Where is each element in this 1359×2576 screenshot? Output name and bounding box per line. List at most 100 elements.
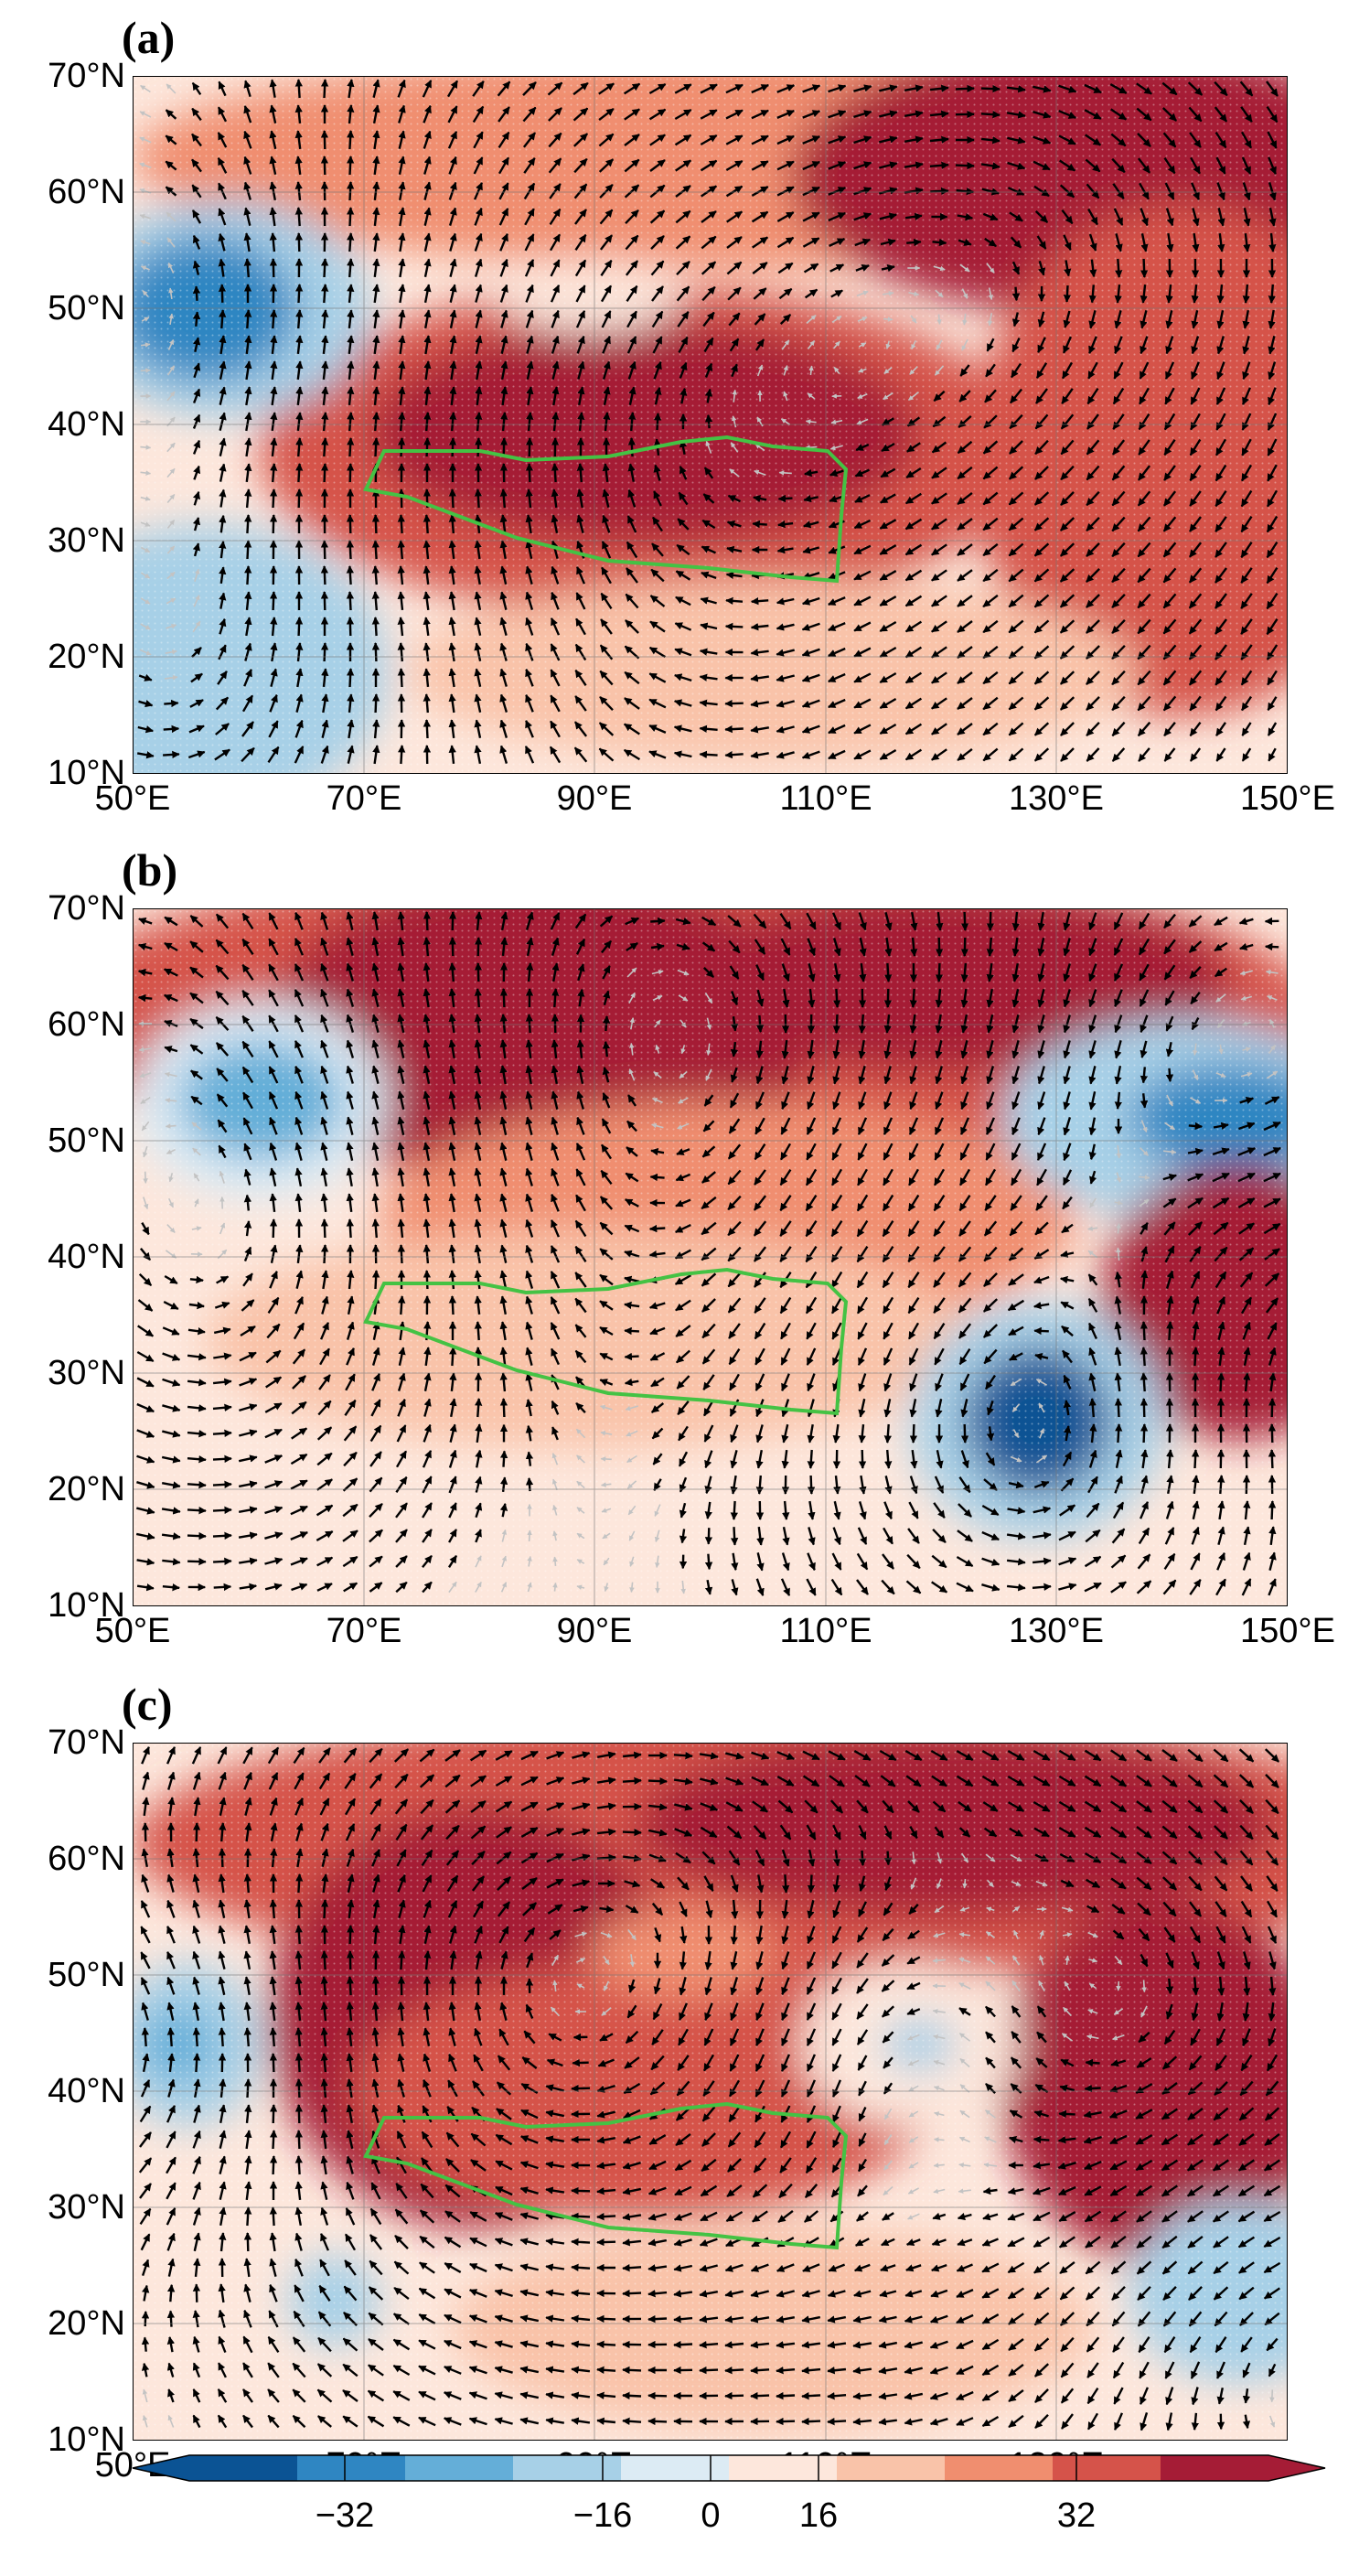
wind-vector — [269, 2155, 278, 2175]
wind-vector — [1140, 258, 1149, 278]
wind-vector — [1111, 157, 1126, 174]
wind-vector — [776, 134, 795, 145]
wind-vector — [499, 1398, 508, 1418]
wind-vector — [599, 209, 614, 225]
wind-vector — [1241, 156, 1252, 175]
wind-vector — [883, 988, 893, 1008]
wind-vector — [699, 724, 718, 734]
wind-vector — [628, 412, 637, 432]
wind-vector — [984, 237, 997, 248]
wind-vector — [346, 514, 355, 534]
wind-vector — [295, 309, 304, 329]
lat-tick: 20°N — [48, 638, 125, 676]
wind-vector — [346, 232, 355, 252]
wind-vector — [474, 207, 483, 226]
wind-vector — [1268, 156, 1277, 175]
colorbar-segment — [837, 2455, 945, 2481]
wind-vector — [1058, 134, 1076, 145]
lon-tick: 90°E — [557, 779, 633, 818]
wind-vector — [320, 1218, 329, 1239]
wind-vector — [137, 993, 153, 1003]
wind-vector — [854, 238, 871, 247]
wind-vector — [166, 2310, 176, 2327]
wind-vector — [141, 1822, 150, 1842]
wind-vector — [499, 1450, 508, 1467]
wind-vector — [243, 309, 252, 329]
wind-vector — [755, 1014, 765, 1033]
wind-vector — [1164, 182, 1175, 200]
wind-vector — [218, 232, 226, 252]
wind-vector — [217, 106, 228, 123]
wind-vector — [701, 185, 717, 198]
wind-vector — [573, 157, 588, 174]
wind-vector — [423, 104, 432, 123]
wind-vector — [346, 463, 355, 483]
wind-vector — [243, 258, 251, 278]
wind-vector — [571, 2238, 591, 2247]
wind-vector — [1217, 208, 1225, 227]
wind-vector — [1140, 208, 1149, 227]
wind-vector — [139, 162, 152, 169]
wind-vector — [140, 368, 151, 373]
wind-vector — [1187, 81, 1204, 96]
wind-vector — [166, 211, 177, 222]
wind-vector — [346, 181, 355, 201]
wind-vector — [371, 437, 380, 457]
wind-vector — [1217, 232, 1225, 252]
wind-vector — [423, 284, 432, 304]
wind-vector — [908, 291, 920, 296]
wind-vector — [624, 108, 640, 121]
wind-vector — [1268, 1500, 1277, 1520]
wind-vector — [372, 258, 380, 278]
lat-tick: 70°N — [48, 57, 125, 95]
wind-vector — [139, 111, 152, 118]
wind-vector — [1242, 182, 1251, 201]
wind-vector — [776, 109, 795, 120]
wind-vector — [855, 264, 870, 272]
wind-vector — [346, 437, 355, 457]
wind-vector — [599, 183, 614, 199]
wind-vector — [725, 109, 744, 120]
wind-vector — [828, 110, 847, 119]
wind-vector — [776, 211, 795, 222]
wind-vector — [372, 284, 380, 304]
wind-vector — [165, 160, 177, 171]
wind-vector — [551, 1014, 560, 1034]
wind-vector — [904, 212, 923, 220]
wind-vector — [700, 109, 718, 120]
wind-vector — [675, 235, 691, 250]
wind-vector — [397, 540, 405, 560]
wind-vector — [803, 263, 819, 274]
wind-vector — [423, 181, 432, 200]
wind-vector — [802, 160, 820, 171]
wind-vector — [1064, 260, 1072, 277]
wind-vector — [295, 437, 304, 457]
wind-vector — [675, 159, 691, 172]
wind-vector — [571, 2084, 591, 2093]
wind-vector — [243, 232, 251, 252]
wind-vector — [752, 236, 768, 249]
wind-vector — [192, 2053, 201, 2073]
wind-vector — [473, 182, 484, 200]
wind-vector — [879, 110, 898, 118]
wind-vector — [929, 110, 949, 118]
wind-vector — [1165, 208, 1174, 227]
wind-vector — [853, 84, 872, 92]
wind-vector — [320, 591, 329, 611]
wind-vector — [801, 2417, 821, 2426]
wind-vector — [1063, 285, 1072, 303]
lat-tick: 60°N — [48, 1005, 125, 1044]
wind-vector — [730, 1527, 739, 1546]
lon-tick: 130°E — [1009, 1612, 1104, 1650]
wind-vector — [575, 284, 586, 303]
wind-vector — [883, 1851, 893, 1866]
wind-vector — [802, 211, 820, 222]
wind-vector — [168, 313, 174, 326]
wind-vector — [423, 514, 432, 534]
wind-vector — [269, 488, 278, 509]
wind-vector — [725, 596, 744, 606]
wind-vector — [647, 2391, 668, 2400]
wind-vector — [1058, 84, 1077, 93]
wind-vector — [162, 1583, 180, 1592]
wind-vector — [1088, 284, 1097, 304]
